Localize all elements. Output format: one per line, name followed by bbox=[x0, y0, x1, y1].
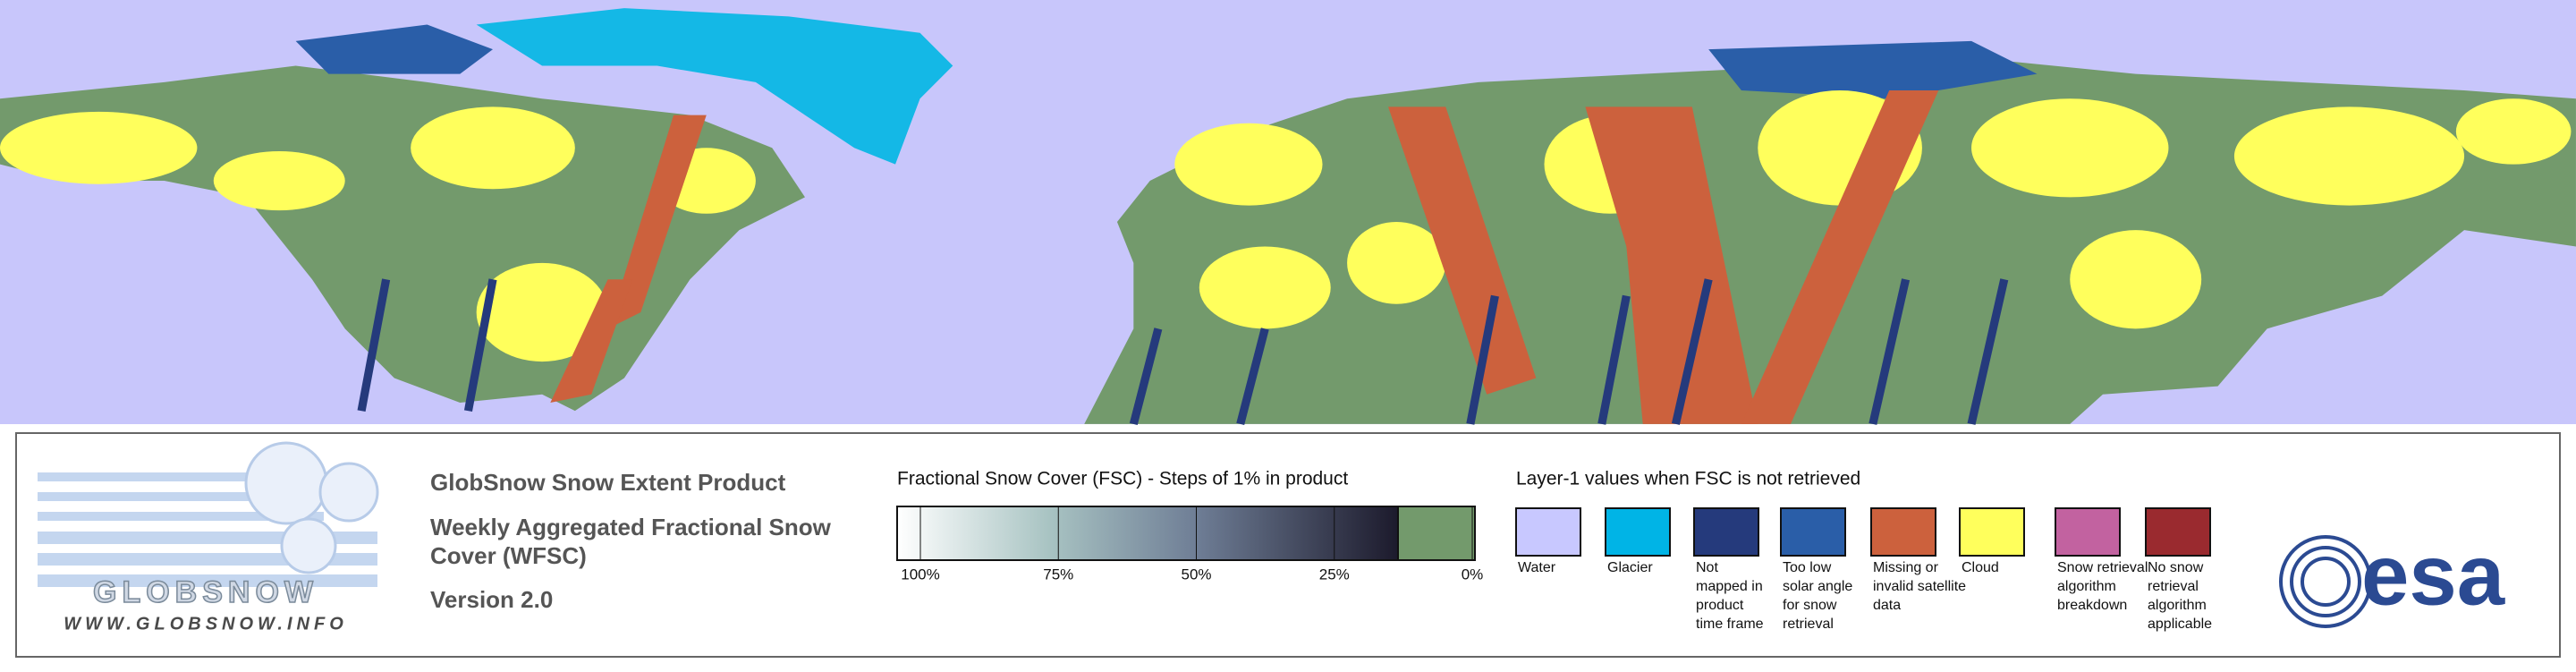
product-subtitle: Weekly Aggregated Fractional Snow bbox=[430, 514, 832, 540]
fsc-tick-label: 50% bbox=[1181, 566, 1211, 583]
fsc-title: Fractional Snow Cover (FSC) - Steps of 1… bbox=[897, 469, 1348, 489]
legend-label: breakdown bbox=[2057, 598, 2127, 613]
layer1-title: Layer-1 values when FSC is not retrieved bbox=[1516, 469, 1860, 489]
logo-name: GLOBSNOW bbox=[93, 575, 318, 609]
legend-swatch bbox=[1780, 507, 1846, 557]
fsc-tick-label: 25% bbox=[1319, 566, 1350, 583]
esa-name: esa bbox=[2361, 527, 2505, 623]
legend-label: algorithm bbox=[2057, 579, 2116, 594]
fsc-zero-box bbox=[1397, 506, 1476, 561]
legend-label: for snow bbox=[1783, 598, 1837, 613]
legend-label: Water bbox=[1518, 560, 1556, 575]
product-title: GlobSnow Snow Extent Product bbox=[430, 469, 786, 496]
legend-label: Cloud bbox=[1962, 560, 1999, 575]
legend-label: product bbox=[1696, 598, 1744, 613]
fsc-gradient bbox=[896, 506, 1399, 561]
legend-label: applicable bbox=[2148, 617, 2212, 632]
legend-swatch bbox=[2145, 507, 2211, 557]
product-subtitle: Cover (WFSC) bbox=[430, 542, 587, 569]
fsc-tick-label: 0% bbox=[1462, 566, 1484, 583]
legend-label: retrieval bbox=[1783, 617, 1834, 632]
legend-label: No snow bbox=[2148, 560, 2204, 575]
product-version: Version 2.0 bbox=[430, 586, 553, 613]
legend-label: mapped in bbox=[1696, 579, 1763, 594]
legend-swatch bbox=[1515, 507, 1581, 557]
logo-url: WWW.GLOBSNOW.INFO bbox=[64, 614, 348, 634]
legend-swatch bbox=[2055, 507, 2121, 557]
legend-label: time frame bbox=[1696, 617, 1764, 632]
legend-label: Glacier bbox=[1607, 560, 1653, 575]
esa-logo: esa bbox=[2279, 527, 2505, 628]
map bbox=[0, 0, 2576, 426]
fsc-tick-label: 75% bbox=[1043, 566, 1073, 583]
globsnow-logo: GLOBSNOW WWW.GLOBSNOW.INFO bbox=[38, 441, 379, 634]
legend-swatch bbox=[1605, 507, 1671, 557]
fsc-tick-label: 100% bbox=[901, 566, 939, 583]
legend-swatch bbox=[1959, 507, 2025, 557]
legend-label: Snow retrieval bbox=[2057, 560, 2148, 575]
legend-label: Too low bbox=[1783, 560, 1832, 575]
legend-label: data bbox=[1873, 598, 1901, 613]
legend-label: solar angle bbox=[1783, 579, 1852, 594]
legend-swatch bbox=[1693, 507, 1759, 557]
legend-label: invalid satellite bbox=[1873, 579, 1966, 594]
legend-label: algorithm bbox=[2148, 598, 2207, 613]
legend-label: Missing or bbox=[1873, 560, 1939, 575]
legend-swatch bbox=[1870, 507, 1936, 557]
legend-label: Not bbox=[1696, 560, 1718, 575]
legend-label: retrieval bbox=[2148, 579, 2199, 594]
